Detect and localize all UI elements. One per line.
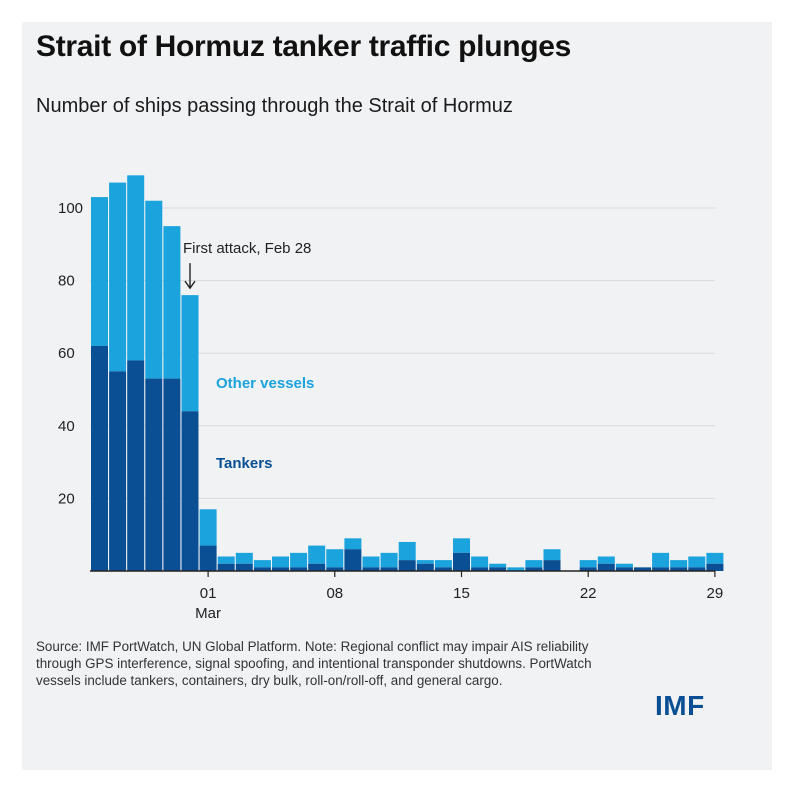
bar-tankers [688, 567, 706, 571]
bar-tankers [217, 563, 235, 571]
bar-tankers [579, 567, 597, 571]
bar-tankers [670, 567, 688, 571]
bar-tankers [471, 567, 489, 571]
bar-other-vessels [308, 545, 326, 564]
bar-tankers [253, 567, 271, 571]
bar-tankers [199, 545, 217, 571]
bar-other-vessels [507, 567, 525, 571]
annotation-text: First attack, Feb 28 [183, 240, 311, 257]
bar-other-vessels [272, 556, 289, 568]
imf-logo: IMF [655, 690, 705, 721]
bar-other-vessels [543, 549, 561, 561]
x-tick-label: 29 [707, 585, 724, 602]
bar-other-vessels [380, 552, 398, 568]
bar-other-vessels [326, 549, 344, 568]
bar-tankers [109, 371, 127, 571]
bar-other-vessels [127, 175, 145, 361]
x-tick-label: 01 [200, 585, 217, 602]
x-tick-label: 22 [580, 585, 597, 602]
y-tick-label: 60 [58, 345, 75, 362]
bar-tankers [290, 567, 308, 571]
bar-other-vessels [344, 538, 362, 550]
bar-tankers [489, 567, 507, 571]
bar-other-vessels [434, 560, 452, 568]
chart-title: Strait of Hormuz tanker traffic plunges [36, 30, 572, 63]
source-note: Source: IMF PortWatch, UN Global Platfor… [36, 639, 592, 688]
bar-tankers [181, 411, 199, 571]
bar-tankers [362, 567, 380, 571]
series-label-tankers: Tankers [216, 455, 272, 472]
bar-other-vessels [109, 182, 127, 372]
bar-other-vessels [615, 563, 633, 568]
bar-tankers [453, 552, 470, 571]
bar-other-vessels [217, 556, 235, 564]
bar-other-vessels [489, 563, 507, 568]
bar-other-vessels [670, 560, 688, 568]
bar-tankers [145, 378, 163, 571]
bar-other-vessels [471, 556, 489, 568]
bar-tankers [127, 360, 145, 571]
bar-tankers [652, 567, 670, 571]
bar-tankers [543, 560, 561, 571]
bar-other-vessels [525, 560, 543, 568]
bar-other-vessels [416, 560, 434, 564]
bar-tankers [272, 567, 289, 571]
bar-other-vessels [688, 556, 706, 568]
bar-other-vessels [290, 552, 308, 568]
x-tick-label: 15 [453, 585, 470, 602]
bar-other-vessels [145, 200, 163, 379]
bar-tankers [706, 563, 724, 571]
bar-other-vessels [579, 560, 597, 568]
bar-other-vessels [652, 552, 670, 568]
x-tick-label: 08 [326, 585, 343, 602]
y-tick-label: 80 [58, 273, 75, 290]
bar-tankers [380, 567, 398, 571]
bar-other-vessels [453, 538, 470, 553]
y-tick-label: 20 [58, 490, 75, 507]
bar-tankers [398, 560, 416, 571]
y-tick-label: 100 [58, 200, 83, 217]
bar-tankers [597, 563, 615, 571]
bar-other-vessels [163, 226, 181, 379]
bar-other-vessels [199, 509, 217, 546]
series-label-other-vessels: Other vessels [216, 375, 314, 392]
bar-other-vessels [398, 541, 416, 561]
bar-tankers [344, 549, 362, 571]
bar-tankers [634, 567, 651, 571]
bar-other-vessels [253, 560, 271, 568]
bar-other-vessels [597, 556, 615, 564]
bar-tankers [434, 567, 452, 571]
y-tick-label: 40 [58, 418, 75, 435]
bar-other-vessels [181, 295, 199, 412]
bar-tankers [525, 567, 543, 571]
bar-other-vessels [235, 552, 253, 564]
bar-tankers [235, 563, 253, 571]
bar-tankers [615, 567, 633, 571]
bar-tankers [416, 563, 434, 571]
chart-subtitle: Number of ships passing through the Stra… [36, 95, 513, 117]
x-tick-sublabel: Mar [195, 605, 221, 622]
bar-tankers [91, 345, 108, 571]
bar-other-vessels [706, 552, 724, 564]
bar-tankers [326, 567, 344, 571]
bar-tankers [308, 563, 326, 571]
annotation-arrow-head [184, 280, 196, 290]
bar-other-vessels [362, 556, 380, 568]
bar-tankers [163, 378, 181, 571]
bar-other-vessels [91, 197, 108, 346]
